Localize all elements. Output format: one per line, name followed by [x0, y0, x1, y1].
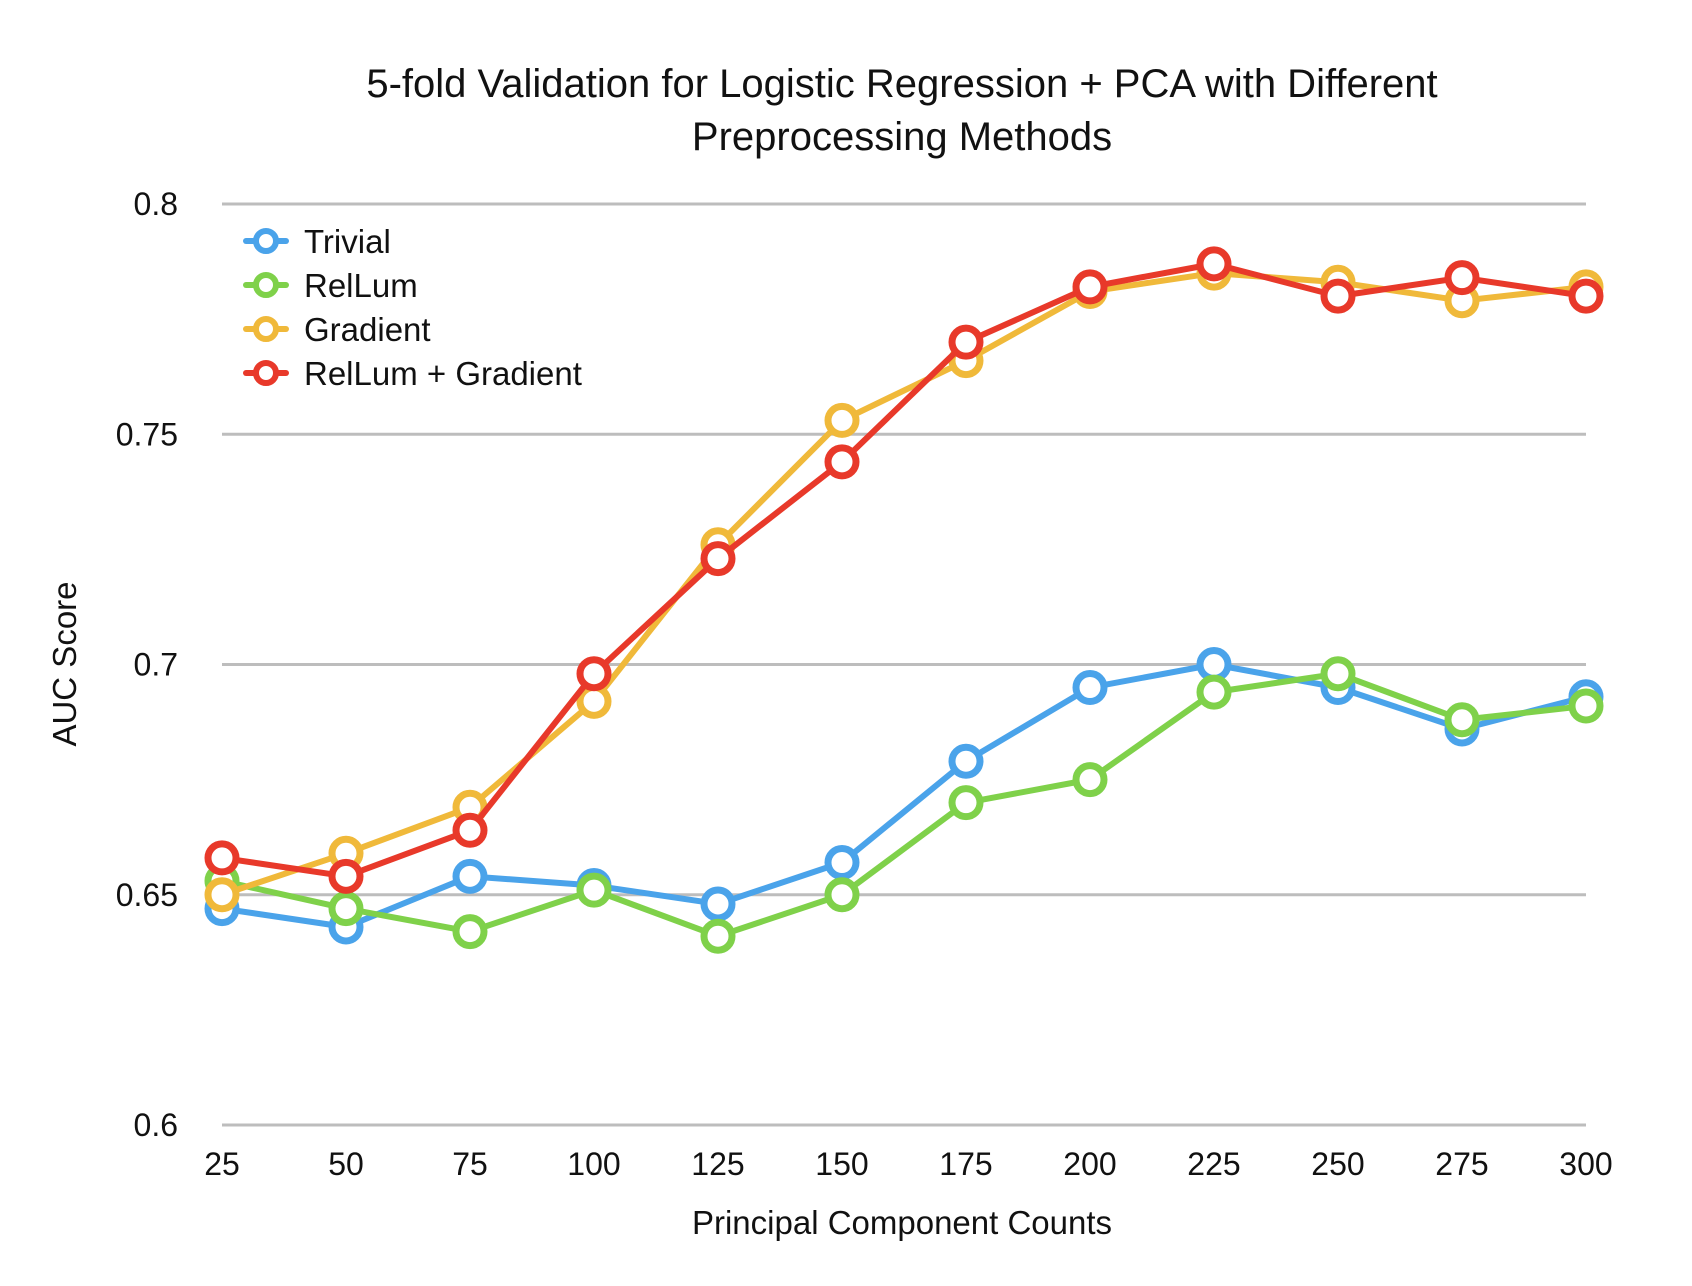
- legend-item-0: Trivial: [243, 223, 391, 260]
- data-point-3-7: [1072, 269, 1108, 305]
- data-point-3-0: [204, 840, 240, 876]
- x-tick-label-7: 200: [1063, 1146, 1116, 1182]
- data-point-2-3: [576, 683, 612, 719]
- data-point-3-11: [1568, 278, 1604, 314]
- series-1: [204, 656, 1604, 954]
- series-line-3: [219, 260, 1589, 880]
- data-point-1-11: [1568, 688, 1604, 724]
- x-tick-label-5: 150: [815, 1146, 868, 1182]
- data-point-1-1: [328, 891, 364, 927]
- x-tick-label-11: 300: [1559, 1146, 1612, 1182]
- y-tick-label-3: 0.75: [116, 416, 178, 452]
- x-tick-label-0: 25: [204, 1146, 240, 1182]
- legend-swatch-marker-2: [253, 316, 279, 342]
- x-tick-label-3: 100: [567, 1146, 620, 1182]
- legend-label-0: Trivial: [304, 223, 391, 260]
- data-point-1-7: [1072, 762, 1108, 798]
- data-point-3-9: [1320, 278, 1356, 314]
- data-point-0-7: [1072, 670, 1108, 706]
- data-point-3-3: [576, 656, 612, 692]
- data-point-0-4: [700, 886, 736, 922]
- data-point-0-6: [948, 743, 984, 779]
- data-point-1-10: [1444, 702, 1480, 738]
- x-tick-label-8: 225: [1187, 1146, 1240, 1182]
- legend-item-1: RelLum: [243, 267, 418, 304]
- series-line-0: [219, 661, 1589, 930]
- legend-label-1: RelLum: [304, 267, 418, 304]
- x-tick-label-1: 50: [328, 1146, 364, 1182]
- data-point-2-5: [824, 402, 860, 438]
- series-line-2: [219, 270, 1589, 898]
- data-point-1-2: [452, 914, 488, 950]
- x-tick-label-2: 75: [452, 1146, 488, 1182]
- chart-title: 5-fold Validation for Logistic Regressio…: [366, 62, 1437, 159]
- x-tick-label-4: 125: [691, 1146, 744, 1182]
- legend: Trivial RelLum Gradient RelLum + Gradient: [243, 223, 582, 392]
- data-point-3-6: [948, 324, 984, 360]
- data-point-3-2: [452, 812, 488, 848]
- data-point-1-8: [1196, 674, 1232, 710]
- data-point-0-8: [1196, 647, 1232, 682]
- data-point-3-5: [824, 444, 860, 480]
- data-point-1-9: [1320, 656, 1356, 692]
- data-point-3-8: [1196, 246, 1232, 282]
- series-line-1: [219, 670, 1589, 940]
- legend-swatch-marker-1: [253, 272, 279, 298]
- x-tick-label-9: 250: [1311, 1146, 1364, 1182]
- gridlines: [222, 202, 1586, 1127]
- x-tick-label-10: 275: [1435, 1146, 1488, 1182]
- data-point-1-3: [576, 872, 612, 908]
- chart-title-line-2: Preprocessing Methods: [692, 115, 1112, 159]
- y-tick-label-1: 0.65: [116, 877, 178, 913]
- legend-item-2: Gradient: [243, 311, 431, 348]
- series-3: [204, 246, 1604, 894]
- x-axis-label: Principal Component Counts: [692, 1204, 1112, 1241]
- y-tick-label-0: 0.6: [134, 1107, 178, 1143]
- data-point-3-4: [700, 541, 736, 577]
- legend-item-3: RelLum + Gradient: [243, 355, 582, 392]
- legend-swatch-marker-3: [253, 360, 279, 386]
- data-point-1-6: [948, 785, 984, 821]
- data-point-1-5: [824, 877, 860, 913]
- legend-label-3: RelLum + Gradient: [304, 355, 582, 392]
- y-axis-label: AUC Score: [46, 581, 83, 746]
- x-tick-label-6: 175: [939, 1146, 992, 1182]
- y-axis-ticks: 0.6 0.65 0.7 0.75 0.8: [116, 186, 178, 1143]
- x-axis-ticks: 25 50 75 100 125 150 175 200 225 250 275 300: [204, 1146, 1612, 1182]
- data-point-0-5: [824, 845, 860, 881]
- chart-title-line-1: 5-fold Validation for Logistic Regressio…: [366, 62, 1437, 106]
- data-point-3-10: [1444, 260, 1480, 296]
- series-lines: [204, 246, 1604, 954]
- data-point-1-4: [700, 918, 736, 954]
- legend-swatch-marker-0: [253, 228, 279, 254]
- data-point-2-0: [204, 877, 240, 913]
- data-point-3-1: [328, 858, 364, 894]
- data-point-0-2: [452, 858, 488, 894]
- y-tick-label-2: 0.7: [134, 647, 178, 683]
- y-tick-label-4: 0.8: [134, 186, 178, 222]
- legend-label-2: Gradient: [304, 311, 431, 348]
